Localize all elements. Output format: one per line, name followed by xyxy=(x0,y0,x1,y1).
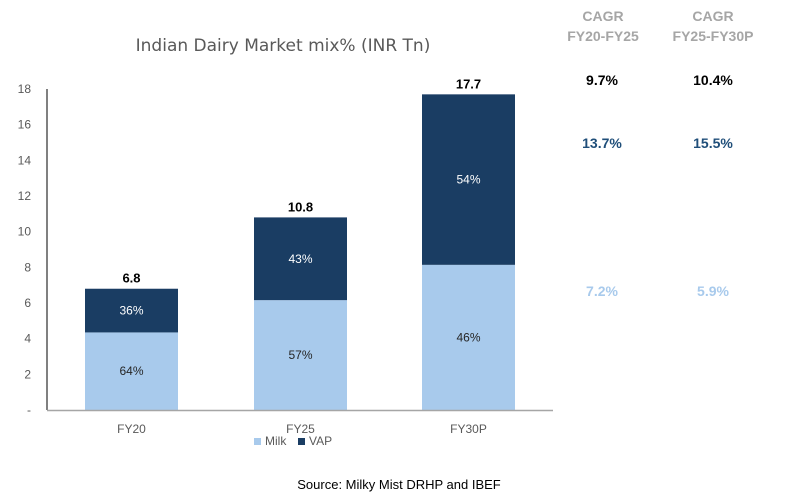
cagr-header-2-line1: CAGR xyxy=(692,8,733,24)
bar-group-fy20: 64% 36% 6.8 xyxy=(85,271,178,410)
bar-group-fy25: 57% 43% 10.8 xyxy=(254,199,347,410)
cagr-milk-fy20-fy25: 7.2% xyxy=(586,283,618,299)
total-label: 17.7 xyxy=(456,76,481,91)
cagr-total-fy25-fy30p: 10.4% xyxy=(693,72,733,88)
cagr-milk-fy25-fy30p: 5.9% xyxy=(697,283,729,299)
segment-label-vap: 43% xyxy=(288,252,312,266)
cagr-vap-fy25-fy30p: 15.5% xyxy=(693,135,733,151)
cagr-header-2-line2: FY25-FY30P xyxy=(673,28,754,44)
total-label: 6.8 xyxy=(122,271,140,286)
x-tick-label: FY20 xyxy=(117,422,146,436)
bars: 64% 36% 6.8 57% 43% 10.8 46% 54% 17.7 xyxy=(85,76,515,410)
cagr-table: CAGR FY20-FY25 CAGR FY25-FY30P 9.7% 10.4… xyxy=(567,8,753,299)
legend-label-vap: VAP xyxy=(309,434,332,448)
legend-swatch-vap xyxy=(298,438,305,445)
x-axis: FY20 FY25 FY30P xyxy=(117,422,487,436)
cagr-header-1-line2: FY20-FY25 xyxy=(567,28,639,44)
bar-milk-fy25 xyxy=(254,300,347,410)
y-tick-label: - xyxy=(27,403,31,417)
cagr-total-fy20-fy25: 9.7% xyxy=(586,72,618,88)
source-note: Source: Milky Mist DRHP and IBEF xyxy=(297,477,501,492)
segment-label-milk: 57% xyxy=(288,348,312,362)
legend-label-milk: Milk xyxy=(265,434,287,448)
cagr-header-1-line1: CAGR xyxy=(582,8,623,24)
bar-vap-fy30p xyxy=(422,94,515,265)
segment-label-vap: 36% xyxy=(119,304,143,318)
legend-swatch-milk xyxy=(254,438,261,445)
cagr-vap-fy20-fy25: 13.7% xyxy=(582,135,622,151)
y-tick-label: 8 xyxy=(24,260,31,274)
bar-milk-fy30p xyxy=(422,264,515,410)
bar-vap-fy25 xyxy=(254,217,347,301)
segment-label-milk: 64% xyxy=(119,364,143,378)
y-tick-label: 16 xyxy=(18,118,32,132)
y-tick-label: 14 xyxy=(18,153,32,167)
y-tick-label: 12 xyxy=(18,189,32,203)
y-tick-label: 10 xyxy=(18,225,32,239)
bar-milk-fy20 xyxy=(85,332,178,410)
bar-vap-fy20 xyxy=(85,288,178,333)
legend: Milk VAP xyxy=(254,434,332,448)
x-tick-label: FY25 xyxy=(286,422,315,436)
total-label: 10.8 xyxy=(288,199,313,214)
segment-label-milk: 46% xyxy=(456,330,480,344)
x-tick-label: FY30P xyxy=(450,422,487,436)
y-tick-label: 6 xyxy=(24,296,31,310)
y-tick-label: 2 xyxy=(24,367,31,381)
y-axis: - 2 4 6 8 10 12 14 16 18 xyxy=(18,82,32,417)
y-tick-label: 18 xyxy=(18,82,32,96)
segment-label-vap: 54% xyxy=(456,173,480,187)
bar-group-fy30p: 46% 54% 17.7 xyxy=(422,76,515,410)
chart-title: Indian Dairy Market mix% (INR Tn) xyxy=(136,36,431,56)
y-tick-label: 4 xyxy=(24,332,31,346)
